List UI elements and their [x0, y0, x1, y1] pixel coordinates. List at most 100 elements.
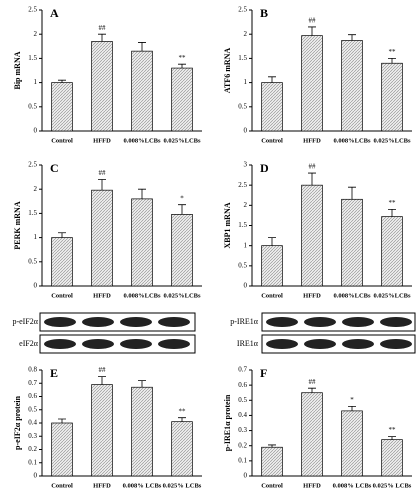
y-tick-label: 0.6 [28, 392, 37, 400]
error-bar [348, 405, 356, 411]
significance-marker: ** [389, 48, 397, 56]
x-tick-label: 0.008%LCBs [123, 137, 160, 144]
y-tick-label: 0.2 [28, 445, 37, 453]
y-tick-label: 0.3 [238, 426, 247, 434]
panel-letter: B [260, 6, 268, 20]
blot-band [380, 339, 412, 349]
y-tick-label: 0.7 [28, 379, 37, 387]
error-bar [98, 376, 106, 385]
significance-marker: ** [179, 54, 187, 62]
blot-band [266, 339, 298, 349]
y-tick-label: 3 [244, 161, 248, 169]
y-tick-label: 0 [244, 282, 248, 290]
significance-marker: * [350, 396, 354, 404]
x-tick-label: Control [261, 137, 283, 144]
significance-marker: ## [309, 17, 317, 25]
y-tick-label: 1.5 [238, 221, 247, 229]
error-bar [138, 188, 146, 199]
x-tick-label: Control [51, 482, 73, 489]
bar [91, 41, 113, 132]
x-tick-label: HFFD [303, 292, 321, 299]
blot-label: eIF2α [19, 339, 39, 348]
blot-band [44, 339, 76, 349]
bar [301, 35, 323, 132]
significance-marker: ** [389, 199, 397, 207]
y-tick-label: 1.5 [238, 54, 247, 62]
y-tick-label: 1 [244, 78, 248, 86]
significance-marker: ** [179, 407, 187, 415]
blot-band [82, 339, 114, 349]
error-bar [58, 79, 66, 83]
x-tick-label: HFFD [93, 482, 111, 489]
y-tick-label: 1.5 [28, 54, 37, 62]
error-bar [138, 42, 146, 52]
bar [301, 392, 323, 477]
x-tick-label: Control [261, 482, 283, 489]
x-tick-label: HFFD [93, 137, 111, 144]
error-bar [348, 186, 356, 200]
error-bar [388, 208, 396, 217]
x-tick-label: 0.008% LCBs [333, 482, 372, 489]
y-tick-label: 2 [244, 30, 248, 38]
panel-letter: D [260, 161, 269, 175]
blot-label: IRE1α [237, 339, 259, 348]
y-tick-label: 2.5 [238, 6, 247, 14]
blot-band [120, 339, 152, 349]
blot-band [380, 317, 412, 327]
y-tick-label: 0.5 [28, 257, 37, 265]
y-tick-label: 0 [244, 472, 248, 480]
error-bar [348, 34, 356, 41]
bar [341, 410, 363, 477]
blot-band [304, 339, 336, 349]
x-tick-label: 0.008%LCBs [333, 137, 370, 144]
x-tick-label: 0.025% LCBs [373, 482, 412, 489]
x-tick-label: HFFD [93, 292, 111, 299]
bar [131, 50, 153, 132]
error-bar [58, 418, 66, 423]
y-axis-label: p-eIF2α protein [13, 396, 22, 450]
y-tick-label: 0.2 [238, 441, 247, 449]
y-tick-label: 2 [34, 30, 38, 38]
x-tick-label: 0.025% LCBs [163, 482, 202, 489]
y-axis-label: ATF6 mRNA [223, 48, 232, 94]
error-bar [178, 204, 186, 215]
x-tick-label: 0.008% LCBs [123, 482, 162, 489]
error-bar [178, 417, 186, 422]
y-tick-label: 0.5 [28, 102, 37, 110]
bar [131, 386, 153, 477]
x-tick-label: Control [51, 137, 73, 144]
y-tick-label: 0.8 [28, 366, 37, 374]
bar [381, 439, 403, 477]
y-axis-label: p-IRE1α protein [223, 394, 232, 451]
blot-band [120, 317, 152, 327]
y-tick-label: 0.5 [238, 261, 247, 269]
bar [91, 189, 113, 287]
y-tick-label: 0.4 [28, 419, 37, 427]
y-tick-label: 2.5 [28, 6, 37, 14]
y-tick-label: 2.5 [28, 161, 37, 169]
y-tick-label: 0 [34, 127, 38, 135]
bar [131, 198, 153, 287]
blot-label: p-IRE1α [230, 317, 259, 326]
significance-marker: * [180, 194, 184, 202]
y-axis-label: PERK mRNA [13, 201, 22, 249]
x-tick-label: Control [51, 292, 73, 299]
y-tick-label: 0.5 [238, 102, 247, 110]
y-tick-label: 0.1 [28, 458, 37, 466]
y-tick-label: 1.5 [28, 209, 37, 217]
blot-box [261, 312, 416, 332]
bar [261, 245, 283, 287]
error-bar [268, 76, 276, 83]
x-tick-label: 0.008%LCBs [123, 292, 160, 299]
blot-band [304, 317, 336, 327]
y-tick-label: 2 [244, 201, 248, 209]
bar [51, 237, 73, 287]
bar [91, 384, 113, 477]
blot-band [342, 317, 374, 327]
bar [341, 40, 363, 132]
panel-letter: F [260, 366, 267, 380]
error-bar [388, 58, 396, 64]
bar [381, 216, 403, 287]
error-bar [268, 444, 276, 448]
